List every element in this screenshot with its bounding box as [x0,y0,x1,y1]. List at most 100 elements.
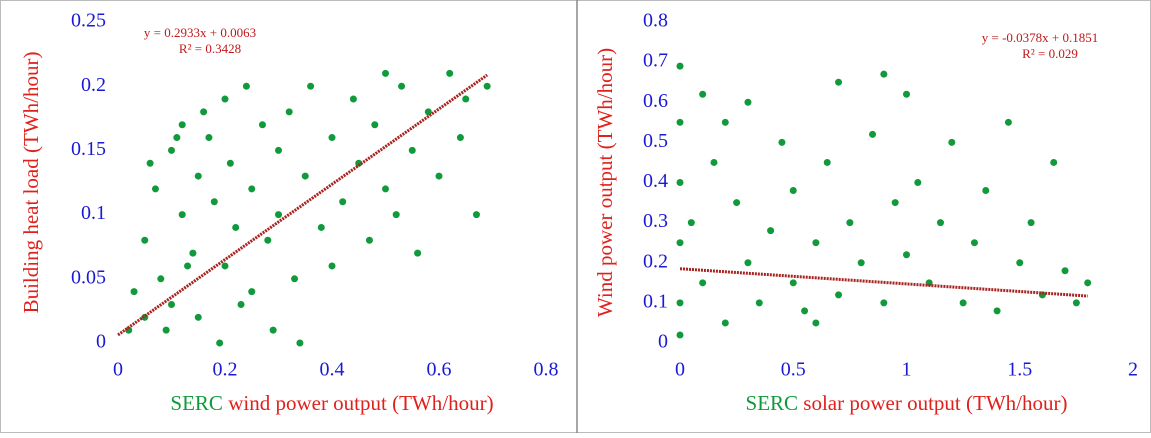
point [744,98,752,106]
point [767,227,775,235]
point [483,82,491,90]
y-tick-label: 0.4 [643,170,668,192]
x-axis-title: SERC solar power output (TWh/hour) [746,391,1068,415]
y-tick-label: 0 [658,331,668,353]
point [462,95,470,103]
point [184,262,192,270]
point [296,339,304,347]
point [141,236,149,244]
point [676,331,684,339]
y-tick-label: 0.1 [643,290,668,312]
point [699,90,707,98]
point [248,288,256,296]
point [1027,219,1035,227]
point [744,259,752,267]
x-tick-label: 0.8 [534,359,559,381]
point [789,279,797,287]
point [880,70,888,78]
point [1061,267,1069,275]
point [835,291,843,299]
point [446,69,454,77]
point [993,307,1001,315]
point [157,275,165,283]
point [392,211,400,219]
point [194,313,202,321]
point [232,223,240,231]
trend-equation: R² = 0.029 [1022,46,1078,61]
y-tick-label: 0.25 [71,10,106,32]
point [221,95,229,103]
point [269,326,277,334]
point [130,288,138,296]
point [210,198,218,206]
point [676,179,684,186]
y-tick-label: 0.15 [71,138,106,160]
point [1016,259,1024,267]
point [823,158,831,166]
point [948,138,956,146]
point [676,118,684,126]
point [216,339,224,347]
x-tick-label: 1.5 [1007,359,1032,381]
point [435,172,443,180]
point [349,95,357,103]
point [146,159,154,167]
point [258,121,266,129]
x-tick-label: 0.2 [213,359,238,381]
point [221,262,229,270]
point [835,78,843,86]
x-axis-title-part: wind power output (TWh/hour) [228,391,493,415]
trendline [679,267,1088,298]
point [173,134,181,142]
point [301,172,309,180]
point [275,146,282,154]
point [1050,158,1058,166]
trendline [117,73,489,337]
point [339,198,347,206]
point [291,275,299,283]
point [903,90,910,98]
x-axis-title-part: SERC [746,391,799,415]
chart: 0 0.05 0.1 0.15 0.2 0.25 0 0.2 0.4 0.6 0.8 SERC win… [19,10,559,415]
point [472,211,480,219]
x-tick-label: 0.5 [781,359,806,381]
y-tick-label: 0 [96,331,106,353]
point [382,69,389,77]
point [812,239,820,247]
point [1004,118,1012,126]
point [328,134,336,142]
point [365,236,373,244]
y-axis-title: Wind power output (TWh/hour) [593,48,617,317]
point [168,300,175,308]
point [275,211,282,219]
y-tick-label: 0.2 [81,74,106,96]
point [755,299,763,307]
point [869,130,877,138]
x-tick-label: 0.6 [427,359,452,381]
point [355,159,363,167]
point [151,185,159,193]
point [789,187,797,195]
point [398,82,406,90]
point [408,146,416,154]
point [226,159,234,167]
point [162,326,170,334]
point [857,259,865,267]
point [414,249,422,257]
point [194,172,202,180]
point [880,299,888,307]
y-axis-title: Building heat load (TWh/hour) [19,52,43,314]
y-tick-label: 0.8 [643,10,668,32]
point [721,319,729,327]
trend-equation: R² = 0.3428 [179,41,241,56]
point [178,211,186,219]
point [307,82,315,90]
point [205,134,213,142]
point [970,239,978,247]
point [242,82,250,90]
point [178,121,186,129]
point [959,299,967,307]
chart: 0 0.1 0.2 0.3 0.4 0.5 0.6 0.7 0.8 0 0.5 1 1.5 2 SERC s… [593,10,1138,415]
